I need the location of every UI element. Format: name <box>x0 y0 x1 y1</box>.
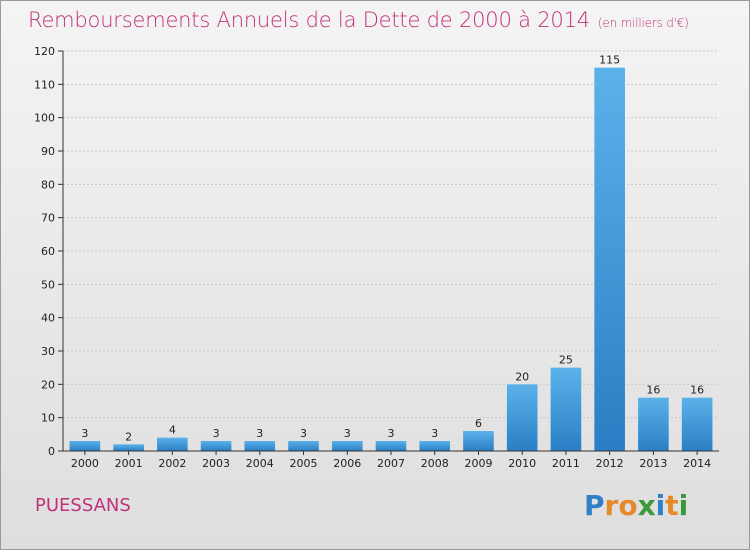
bar-2010 <box>506 384 538 451</box>
y-tick-label: 80 <box>41 178 55 191</box>
bar-2003 <box>200 441 232 451</box>
y-tick-label: 120 <box>34 45 55 58</box>
x-tick-label: 2008 <box>421 457 449 470</box>
data-label: 3 <box>213 427 220 440</box>
x-tick-label: 2012 <box>596 457 624 470</box>
data-label: 3 <box>300 427 307 440</box>
bar-2009 <box>463 431 494 451</box>
x-tick-label: 2010 <box>508 457 536 470</box>
bar-2012 <box>594 67 625 452</box>
x-tick-label: 2001 <box>115 457 143 470</box>
y-tick-label: 20 <box>41 378 55 391</box>
x-tick-label: 2011 <box>552 457 580 470</box>
bar-2007 <box>375 441 407 451</box>
y-tick-label: 40 <box>41 312 55 325</box>
y-tick-label: 100 <box>34 112 55 125</box>
logo-letter: t <box>665 489 679 522</box>
x-tick-label: 2005 <box>290 457 318 470</box>
y-tick-label: 90 <box>41 145 55 158</box>
bar-2008 <box>419 441 451 451</box>
x-tick-label: 2009 <box>464 457 492 470</box>
y-tick-label: 10 <box>41 412 55 425</box>
bar-2000 <box>69 441 101 451</box>
bar-2006 <box>331 441 363 451</box>
chart-title: Remboursements Annuels de la Dette de 20… <box>28 8 689 32</box>
data-label: 3 <box>256 427 263 440</box>
bar-2014 <box>681 397 713 451</box>
data-label: 4 <box>169 424 176 437</box>
data-label: 3 <box>388 427 395 440</box>
commune-name: PUESSANS <box>35 495 131 516</box>
data-label: 16 <box>646 384 660 397</box>
x-tick-label: 2003 <box>202 457 230 470</box>
bar-2005 <box>288 441 319 451</box>
data-label: 16 <box>690 384 704 397</box>
x-tick-label: 2014 <box>683 457 711 470</box>
y-tick-label: 30 <box>41 345 55 358</box>
data-label: 3 <box>344 427 351 440</box>
y-tick-label: 60 <box>41 245 55 258</box>
bar-2011 <box>550 367 582 451</box>
proxiti-logo: Proxiti <box>584 489 688 522</box>
bar-2004 <box>244 441 276 451</box>
x-tick-label: 2000 <box>71 457 99 470</box>
data-label: 2 <box>125 430 132 443</box>
logo-letter: r <box>604 489 619 522</box>
logo-letter: i <box>678 489 689 522</box>
data-label: 25 <box>559 354 573 367</box>
bar-2002 <box>157 437 188 451</box>
bar-2013 <box>638 397 669 451</box>
data-label: 3 <box>81 427 88 440</box>
logo-letter: P <box>584 489 605 522</box>
logo-letter: x <box>637 489 656 522</box>
chart-title-text: Remboursements Annuels de la Dette de 20… <box>28 8 590 32</box>
data-label: 20 <box>515 370 529 383</box>
y-tick-label: 0 <box>48 445 55 458</box>
data-label: 6 <box>475 417 482 430</box>
x-tick-label: 2007 <box>377 457 405 470</box>
x-tick-label: 2002 <box>158 457 186 470</box>
x-tick-label: 2006 <box>333 457 361 470</box>
data-label: 3 <box>431 427 438 440</box>
bar-2001 <box>113 444 144 451</box>
y-tick-label: 70 <box>41 212 55 225</box>
logo-letter: i <box>655 489 666 522</box>
y-tick-label: 50 <box>41 278 55 291</box>
chart-subtitle: (en milliers d'€) <box>597 16 689 30</box>
data-label: 115 <box>599 54 620 67</box>
x-tick-label: 2013 <box>639 457 667 470</box>
x-tick-label: 2004 <box>246 457 274 470</box>
logo-letter: o <box>618 489 638 522</box>
y-tick-label: 110 <box>34 78 55 91</box>
